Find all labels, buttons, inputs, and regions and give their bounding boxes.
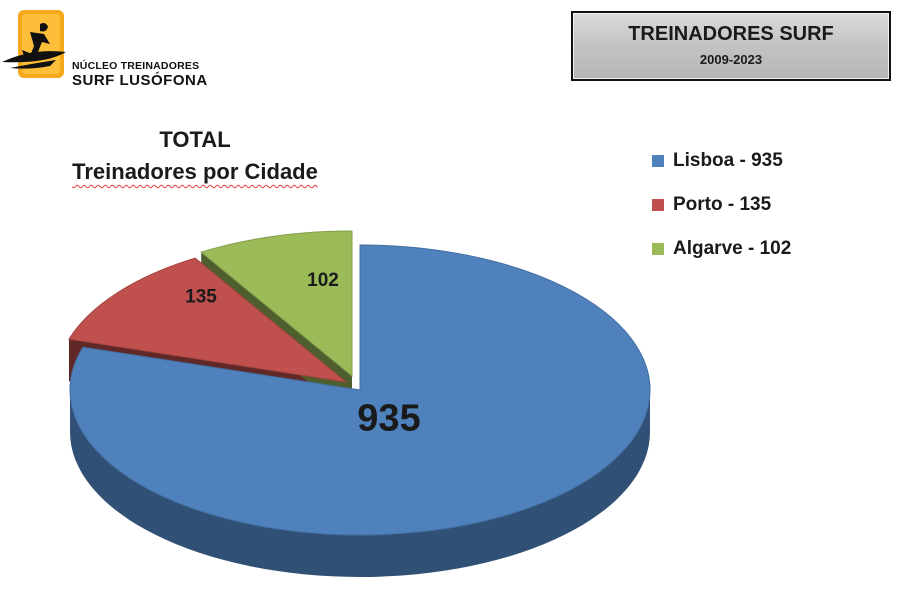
legend-label-algarve: Algarve - 102 — [673, 238, 792, 259]
legend-label-lisboa: Lisboa - 935 — [673, 150, 783, 171]
pie-side-lisboa — [70, 390, 650, 577]
chart-title-block: TOTAL Treinadores por Cidade — [20, 124, 370, 188]
surfer-icon — [2, 10, 66, 78]
data-label-algarve: 102 — [307, 270, 339, 291]
legend-item-algarve: Algarve - 102 — [652, 238, 791, 260]
legend-swatch-algarve — [652, 243, 664, 255]
header-title-box: TREINADORES SURF 2009-2023 — [571, 11, 891, 81]
logo: NÚCLEO TREINADORES SURF LUSÓFONA — [0, 10, 230, 90]
legend-item-lisboa: Lisboa - 935 — [652, 150, 791, 172]
logo-text-line2: SURF LUSÓFONA — [72, 72, 208, 89]
logo-text-line1: NÚCLEO TREINADORES — [72, 60, 200, 72]
pie-slice-lisboa — [69, 244, 651, 536]
pie-tops — [68, 230, 651, 536]
chart-title: TOTAL — [159, 127, 231, 152]
chart-subtitle: Treinadores por Cidade — [72, 159, 318, 184]
legend-item-porto: Porto - 135 — [652, 194, 791, 216]
data-label-porto: 135 — [185, 286, 217, 307]
legend-swatch-porto — [652, 199, 664, 211]
header-title: TREINADORES SURF — [628, 23, 834, 45]
data-label-lisboa: 935 — [357, 398, 420, 440]
legend-swatch-lisboa — [652, 155, 664, 167]
pie-slice-porto — [68, 257, 348, 383]
legend-label-porto: Porto - 135 — [673, 194, 772, 215]
legend: Lisboa - 935 Porto - 135 Algarve - 102 — [652, 150, 791, 282]
pie-slice-algarve — [200, 230, 353, 378]
header-subtitle: 2009-2023 — [699, 52, 763, 67]
